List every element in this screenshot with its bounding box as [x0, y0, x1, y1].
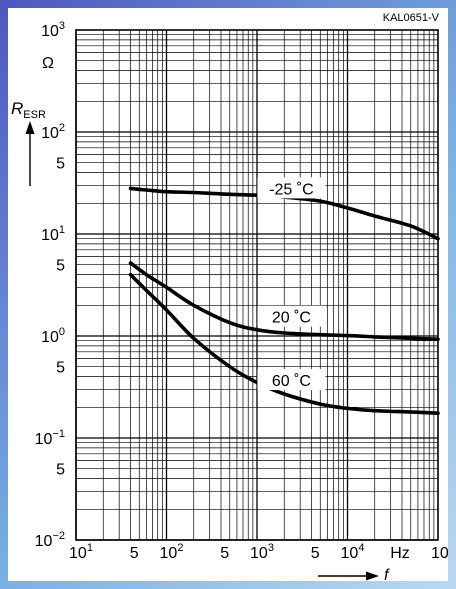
x-tick-label: 5 — [311, 545, 320, 562]
y-tick-label: 102 — [41, 122, 65, 142]
y-tick-label: 101 — [41, 224, 65, 244]
chart-panel: -25 ˚C 20 ˚C 60 ˚C 103 102 5 101 5 100 5 10−1 5 10−… — [8, 8, 455, 584]
y-tick-label: 5 — [56, 156, 65, 173]
y-tick-label: 5 — [56, 360, 65, 377]
y-axis-symbol: R — [11, 99, 23, 118]
y-tick-label: 103 — [41, 20, 65, 40]
x-tick-label: 102 — [160, 542, 184, 562]
curve-label-bg — [257, 369, 326, 391]
resr-frequency-chart: -25 ˚C 20 ˚C 60 ˚C 103 102 5 101 5 100 5 10−1 5 10−… — [11, 12, 455, 584]
x-unit-label: Hz — [390, 545, 410, 562]
plot-frame — [75, 29, 439, 541]
y-axis-subscript: ESR — [23, 109, 46, 121]
curve-label: 20 ˚C — [272, 310, 311, 327]
y-tick-labels: 103 102 5 101 5 100 5 10−1 5 10−2 — [35, 20, 65, 550]
x-axis-symbol: f — [384, 567, 390, 581]
x-tick-label: 105 — [431, 542, 448, 562]
x-tick-label: 101 — [69, 542, 93, 562]
y-axis-label: RESR — [11, 99, 46, 121]
x-tick-label: 5 — [130, 545, 139, 562]
x-tick-labels: 101 5 102 5 103 5 104 105 — [69, 542, 455, 562]
y-tick-label: 100 — [41, 326, 65, 346]
curve-labels: -25 ˚C 20 ˚C 60 ˚C — [257, 177, 326, 391]
x-tick-label: 5 — [220, 545, 229, 562]
chart-id-label: KAL0651-V — [383, 12, 440, 24]
x-tick-label: 104 — [341, 542, 365, 562]
y-axis-arrow-head — [25, 121, 35, 134]
curve-label-bg — [257, 177, 326, 199]
minor-grid — [76, 30, 438, 540]
y-tick-label: 5 — [56, 462, 65, 479]
x-tick-label: 103 — [250, 542, 274, 562]
curve-label: 60 ˚C — [272, 373, 311, 390]
y-tick-label: 10−2 — [35, 530, 65, 550]
y-unit-label: Ω — [42, 55, 54, 72]
curve-label-bg — [257, 305, 326, 327]
x-axis-arrow-head — [366, 571, 379, 581]
curve-label: -25 ˚C — [269, 181, 313, 198]
series-line-2 — [128, 261, 440, 341]
y-tick-label: 5 — [56, 258, 65, 275]
y-tick-label: 10−1 — [35, 428, 65, 448]
